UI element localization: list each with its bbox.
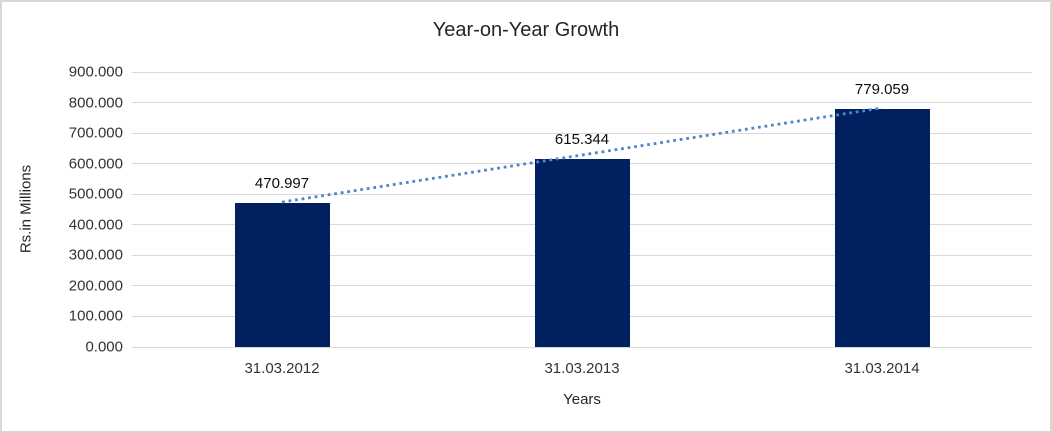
data-label: 615.344 xyxy=(554,130,610,148)
y-tick-label: 200.000 xyxy=(68,277,123,295)
bar-31.03.2013 xyxy=(534,158,630,347)
y-tick-label: 800.000 xyxy=(68,94,123,112)
y-gridline xyxy=(132,346,1032,348)
chart-title: Year-on-Year Growth xyxy=(432,19,620,41)
bar-31.03.2014 xyxy=(834,108,930,347)
y-tick-label: 300.000 xyxy=(68,246,123,264)
x-axis-title: Years xyxy=(563,391,601,408)
bar-31.03.2012 xyxy=(234,203,330,347)
y-tick-label: 400.000 xyxy=(68,216,123,234)
y-gridline xyxy=(132,102,1032,104)
x-tick-label: 31.03.2012 xyxy=(244,360,320,377)
y-tick-label: 900.000 xyxy=(68,63,123,81)
data-label: 470.997 xyxy=(254,175,310,193)
y-tick-label: 100.000 xyxy=(68,307,123,325)
y-axis-title: Rs.in Millions xyxy=(17,164,35,254)
y-tick-label: 600.000 xyxy=(68,155,123,173)
y-tick-label: 500.000 xyxy=(68,185,123,203)
x-tick-label: 31.03.2014 xyxy=(844,360,920,377)
y-gridline xyxy=(132,71,1032,73)
y-tick-label: 0.000 xyxy=(85,338,123,356)
x-tick-label: 31.03.2013 xyxy=(544,360,620,377)
y-tick-label: 700.000 xyxy=(68,124,123,142)
data-label: 779.059 xyxy=(854,80,910,98)
